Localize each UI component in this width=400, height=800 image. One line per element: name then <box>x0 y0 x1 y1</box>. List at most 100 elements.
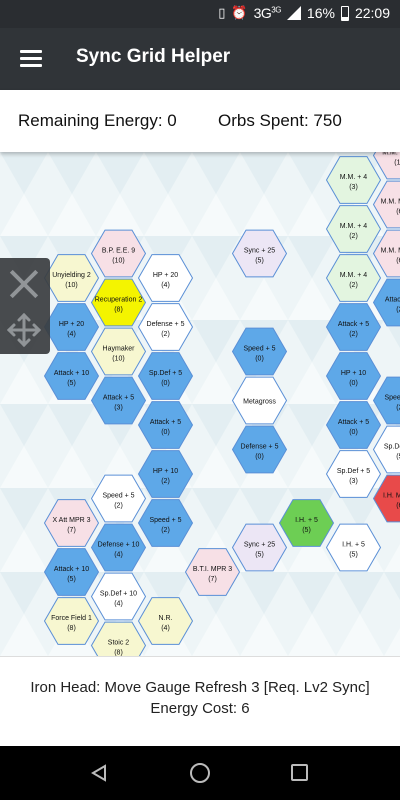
hex-label: Sp.Def + 5 <box>149 370 182 377</box>
grid-node-mm-mgr2-a[interactable]: M.M. MGR 2 (6) <box>372 180 400 229</box>
grid-node-mm4-e[interactable]: M.M. + 4 (2) <box>325 254 382 302</box>
hex-cost: (6) <box>396 503 400 510</box>
hex-cell <box>90 229 147 278</box>
hex-cost: (0) <box>255 356 264 363</box>
hex-label: N.R. <box>159 615 173 622</box>
grid-node-spdef5-a[interactable]: Sp.Def + 5 (0) <box>137 352 194 400</box>
hex-cell <box>137 303 194 351</box>
hex-label: M.M. MGR 2 <box>381 199 400 206</box>
remaining-energy: Remaining Energy: 0 <box>18 111 177 130</box>
hex-cost: (0) <box>349 380 358 387</box>
back-triangle-icon[interactable] <box>90 764 108 782</box>
status-bar: ▯ ⏰ 3G3G 16% 22:09 <box>0 0 400 28</box>
grid-node-atk10-b[interactable]: Attack + 10 (5) <box>43 548 100 596</box>
hex-cost: (5) <box>396 454 400 461</box>
grid-node-def5-b[interactable]: Defense + 5 (0) <box>231 425 288 474</box>
sync-grid[interactable]: M.M. S.B. 1(10)M.M. + 4(3)M.M. + 4(3)M.M… <box>0 152 400 656</box>
hex-cost: (10) <box>65 282 77 289</box>
grid-node-spdef10[interactable]: Sp.Def + 10 (4) <box>90 572 147 621</box>
grid-node-spdef5-c[interactable]: Sp.Def + 5 (3) <box>325 450 382 498</box>
hex-cell <box>43 499 100 547</box>
hex-cell <box>325 352 382 400</box>
hex-cost: (8) <box>114 650 123 657</box>
hex-cell <box>325 205 382 253</box>
grid-node-atk5-d[interactable]: Attack + 5 (0) <box>137 401 194 449</box>
hex-cost: (4) <box>161 625 170 632</box>
grid-node-haymaker[interactable]: Haymaker (10) <box>90 327 147 376</box>
hex-cell <box>137 499 194 547</box>
grid-node-mm4-c[interactable]: M.M. + 4 (2) <box>325 205 382 253</box>
hex-label: HP + 10 <box>341 370 366 377</box>
grid-node-unyielding2[interactable]: Unyielding 2 (10) <box>43 254 100 302</box>
grid-node-bpee9[interactable]: B.P. E.E. 9 (10) <box>90 229 147 278</box>
selected-node-info: Iron Head: Move Gauge Refresh 3 [Req. Lv… <box>0 656 400 746</box>
move-arrows-icon[interactable] <box>6 312 42 348</box>
grid-node-sync25-b[interactable]: Sync + 25 (5) <box>231 523 288 572</box>
grid-node-atk10-a[interactable]: Attack + 10 (5) <box>43 352 100 400</box>
grid-node-xatt-mpr3[interactable]: X Att MPR 3 (7) <box>43 499 100 547</box>
hex-cost: (8) <box>67 625 76 632</box>
grid-node-stoic2[interactable]: Stoic 2 (8) <box>90 621 147 657</box>
hex-cell <box>137 597 194 645</box>
grid-node-recuperation2[interactable]: Recuperation 2 (8) <box>90 278 147 327</box>
hex-cost: (6) <box>396 258 400 265</box>
hex-cell <box>231 523 288 572</box>
grid-node-nr[interactable]: N.R. (4) <box>137 597 194 645</box>
grid-node-atk5-b[interactable]: Attack + 5 (2) <box>325 303 382 351</box>
hex-cell <box>372 278 400 327</box>
grid-node-bti-mpr3[interactable]: B.T.I. MPR 3 (7) <box>184 548 241 596</box>
grid-node-metagross[interactable]: Metagross <box>231 376 288 425</box>
grid-node-mm-mgr2-b[interactable]: M.M. MGR 2 (6) <box>372 229 400 278</box>
grid-node-ih5-d[interactable]: I.H. + 5 (5) <box>325 523 382 572</box>
hex-cost: (5) <box>255 258 264 265</box>
hex-label: Force Field 1 <box>51 615 92 622</box>
hex-label: I.H. + 5 <box>295 517 318 524</box>
grid-node-def5-a[interactable]: Defense + 5 (2) <box>137 303 194 351</box>
hex-cell <box>137 254 194 302</box>
hex-label: M.M. + 4 <box>340 223 368 230</box>
grid-node-ih5-c[interactable]: I.H. + 5 (5) <box>278 499 335 547</box>
hex-cost: (5) <box>255 552 264 559</box>
hex-label: I.H. MGR 3 <box>383 493 400 500</box>
hex-label: Metagross <box>243 399 276 406</box>
hex-cell <box>90 327 147 376</box>
hamburger-menu-icon[interactable] <box>20 50 42 67</box>
close-icon[interactable] <box>6 266 42 302</box>
hex-label: Sync + 25 <box>244 248 275 255</box>
grid-node-ih-mgr3[interactable]: I.H. MGR 3 (6) <box>372 474 400 523</box>
grid-node-hp20-a[interactable]: HP + 20 (4) <box>137 254 194 302</box>
grid-node-hp10-b[interactable]: HP + 10 (2) <box>137 450 194 498</box>
grid-node-atk5-c[interactable]: Attack + 5 (3) <box>90 376 147 425</box>
grid-node-spd5-c[interactable]: Speed + 5 (2) <box>90 474 147 523</box>
grid-node-spd5-d[interactable]: Speed + 5 (2) <box>137 499 194 547</box>
grid-node-hp10-a[interactable]: HP + 10 (0) <box>325 352 382 400</box>
hex-cell <box>325 401 382 449</box>
hex-cell <box>372 229 400 278</box>
home-circle-icon[interactable] <box>190 763 210 783</box>
hex-cost: (2) <box>349 282 358 289</box>
hex-cell <box>90 376 147 425</box>
hex-cell <box>43 597 100 645</box>
hex-cell <box>90 278 147 327</box>
recent-apps-square-icon[interactable] <box>291 764 308 781</box>
grid-node-sync25-a[interactable]: Sync + 25 (5) <box>231 229 288 278</box>
hex-label: Speed + 5 <box>149 517 181 524</box>
grid-node-hp20-b[interactable]: HP + 20 (4) <box>43 303 100 351</box>
grid-node-spd5-a[interactable]: Speed + 5 (0) <box>231 327 288 376</box>
hex-label: Defense + 5 <box>147 321 185 328</box>
grid-node-spdef5-b[interactable]: Sp.Def + 5 (5) <box>372 425 400 474</box>
grid-node-atk5-e[interactable]: Attack + 5 (0) <box>325 401 382 449</box>
node-energy-cost: Energy Cost: 6 <box>150 700 250 717</box>
hex-cost: (4) <box>114 601 123 608</box>
grid-node-mm4-a[interactable]: M.M. + 4 (3) <box>325 156 382 204</box>
hex-cost: (2) <box>161 478 170 485</box>
hex-cell <box>137 352 194 400</box>
grid-node-mm-sb1[interactable]: M.M. S.B. 1 (10) <box>372 152 400 180</box>
hex-cell <box>90 474 147 523</box>
grid-node-forcefield1[interactable]: Force Field 1 (8) <box>43 597 100 645</box>
grid-node-def10[interactable]: Defense + 10 (4) <box>90 523 147 572</box>
grid-node-atk5-a[interactable]: Attack + 5 (2) <box>372 278 400 327</box>
grid-node-spd5-b[interactable]: Speed + 5 (2) <box>372 376 400 425</box>
hex-cost: (5) <box>67 576 76 583</box>
network-type: 3G3G <box>253 5 282 21</box>
